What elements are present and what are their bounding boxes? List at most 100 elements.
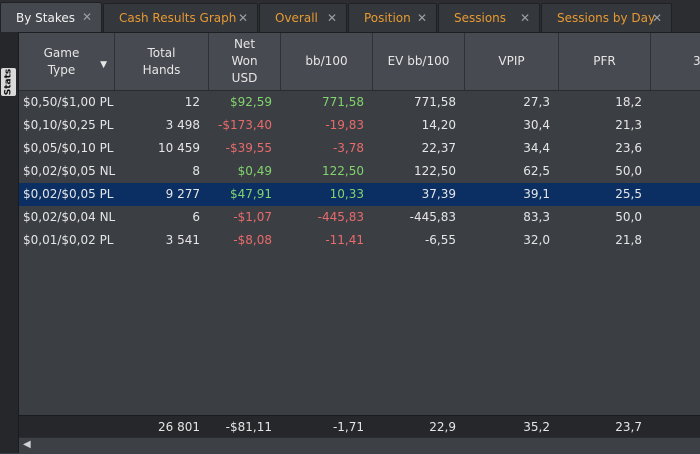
column-header-label: bb/100 (305, 54, 348, 68)
total-net: -$81,11 (225, 420, 272, 434)
column-header-label: EV bb/100 (387, 54, 450, 68)
cell-hands: 8 (192, 164, 200, 178)
column-header-bb-100[interactable]: bb/100 (281, 33, 373, 90)
tab-position[interactable]: Position ✕ (348, 3, 437, 32)
cell-pfr: 50,0 (615, 210, 642, 224)
table-row[interactable]: $0,02/$0,05 PL 9 277 $47,91 10,33 37,39 39,1 2… (19, 183, 700, 206)
cell-game: $0,02/$0,04 NL (23, 210, 116, 224)
table-row[interactable]: $0,05/$0,10 PL 10 459 -$39,55 -3,78 22,37 34,… (19, 137, 700, 160)
cell-game: $0,05/$0,10 PL (23, 141, 114, 155)
cell-net: $0,49 (237, 164, 272, 178)
column-header-game-type[interactable]: Game Type ▼ (19, 33, 115, 90)
cell-hands: 3 541 (165, 233, 200, 247)
tab-overall[interactable]: Overall ✕ (259, 3, 347, 32)
sort-desc-icon[interactable]: ▼ (100, 60, 107, 70)
cell-hands: 10 459 (158, 141, 200, 155)
close-icon[interactable]: ✕ (326, 11, 337, 25)
cell-pfr: 25,5 (615, 187, 642, 201)
cell-pfr: 21,3 (615, 118, 642, 132)
side-tab-stats[interactable]: Stats (1, 68, 16, 96)
side-tab-label: Stats (3, 68, 14, 96)
tab-label: By Stakes (16, 10, 75, 25)
cell-ev: 122,50 (414, 164, 456, 178)
cell-net: $92,59 (230, 95, 272, 109)
tab-label: Position (364, 11, 411, 25)
cell-net: $47,91 (230, 187, 272, 201)
horizontal-scrollbar[interactable]: ◀ (19, 437, 700, 454)
cell-bb: 771,58 (322, 95, 364, 109)
cell-vpip: 83,3 (523, 210, 550, 224)
grid-body: $0,50/$1,00 PL 12 $92,59 771,58 771,58 27,3 18… (19, 91, 700, 416)
cell-vpip: 32,0 (523, 233, 550, 247)
stats-grid: Game Type ▼ Total Hands Net Won USD bb/100 EV… (19, 33, 700, 454)
cell-bb: -11,41 (325, 233, 364, 247)
close-icon[interactable]: ✕ (519, 11, 530, 25)
cell-vpip: 27,3 (523, 95, 550, 109)
cell-game: $0,50/$1,00 PL (23, 95, 114, 109)
table-row[interactable]: $0,02/$0,05 NL 8 $0,49 122,50 122,50 62,5 50,0 (19, 160, 700, 183)
tab-sessions-by-day[interactable]: Sessions by Day ✕ (541, 3, 672, 32)
table-row[interactable]: $0,02/$0,04 NL 6 -$1,07 -445,83 -445,83 83,3 5… (19, 206, 700, 229)
cell-vpip: 30,4 (523, 118, 550, 132)
column-header-label: Game Type (43, 45, 80, 77)
close-icon[interactable]: ✕ (237, 11, 248, 25)
cell-hands: 9 277 (165, 187, 200, 201)
column-header-label: 3Bet (693, 54, 700, 68)
cell-net: -$39,55 (225, 141, 272, 155)
cell-vpip: 62,5 (523, 164, 550, 178)
cell-ev: 14,20 (421, 118, 456, 132)
scroll-left-arrow-icon[interactable]: ◀ (23, 439, 31, 450)
column-header-total-hands[interactable]: Total Hands (115, 33, 209, 90)
cell-bb: -19,83 (325, 118, 364, 132)
tab-label: Sessions (454, 11, 507, 25)
total-bb: -1,71 (332, 420, 364, 434)
cell-pfr: 18,2 (615, 95, 642, 109)
column-header-label: PFR (593, 54, 616, 68)
cell-pfr: 21,8 (615, 233, 642, 247)
column-header-label: Net Won USD (231, 37, 258, 85)
column-header-net-won-usd[interactable]: Net Won USD (209, 33, 281, 90)
side-panel-strip: Stats (0, 32, 19, 453)
close-icon[interactable]: ✕ (81, 10, 92, 24)
tab-label: Sessions by Day (557, 11, 656, 25)
table-row[interactable]: $0,50/$1,00 PL 12 $92,59 771,58 771,58 27,3 18… (19, 91, 700, 114)
close-icon[interactable]: ✕ (651, 11, 662, 25)
table-row[interactable]: $0,01/$0,02 PL 3 541 -$8,08 -11,41 -6,55 32,0… (19, 229, 700, 252)
tab-cash-results-graph[interactable]: Cash Results Graph ✕ (103, 3, 258, 32)
grid-header: Game Type ▼ Total Hands Net Won USD bb/100 EV… (19, 33, 700, 91)
cell-hands: 12 (184, 95, 200, 109)
tab-label: Cash Results Graph (119, 11, 237, 25)
cell-bb: -445,83 (317, 210, 364, 224)
cell-bb: 10,33 (329, 187, 364, 201)
column-header-vpip[interactable]: VPIP (465, 33, 559, 90)
cell-hands: 6 (192, 210, 200, 224)
close-icon[interactable]: ✕ (416, 11, 427, 25)
cell-net: -$173,40 (218, 118, 272, 132)
total-pfr: 23,7 (615, 420, 642, 434)
cell-ev: 37,39 (421, 187, 456, 201)
cell-pfr: 23,6 (615, 141, 642, 155)
total-hands: 26 801 (158, 420, 200, 434)
tab-by-stakes[interactable]: By Stakes ✕ (0, 2, 102, 32)
table-row[interactable]: $0,10/$0,25 PL 3 498 -$173,40 -19,83 14,20 30… (19, 114, 700, 137)
cell-game: $0,02/$0,05 NL (23, 164, 116, 178)
cell-hands: 3 498 (165, 118, 200, 132)
column-header-pfr[interactable]: PFR (559, 33, 651, 90)
total-ev: 22,9 (429, 420, 456, 434)
cell-game: $0,02/$0,05 PL (23, 187, 114, 201)
total-vpip: 35,2 (523, 420, 550, 434)
cell-net: -$1,07 (233, 210, 272, 224)
tab-label: Overall (275, 11, 318, 25)
cell-vpip: 34,4 (523, 141, 550, 155)
tab-sessions[interactable]: Sessions ✕ (438, 3, 540, 32)
column-header-3bet[interactable]: 3Bet (651, 33, 700, 90)
cell-game: $0,01/$0,02 PL (23, 233, 114, 247)
cell-bb: 122,50 (322, 164, 364, 178)
column-header-label: VPIP (498, 54, 525, 68)
cell-pfr: 50,0 (615, 164, 642, 178)
cell-ev: 771,58 (414, 95, 456, 109)
cell-ev: -6,55 (424, 233, 456, 247)
cell-vpip: 39,1 (523, 187, 550, 201)
cell-bb: -3,78 (332, 141, 364, 155)
column-header-ev-bb-100[interactable]: EV bb/100 (373, 33, 465, 90)
